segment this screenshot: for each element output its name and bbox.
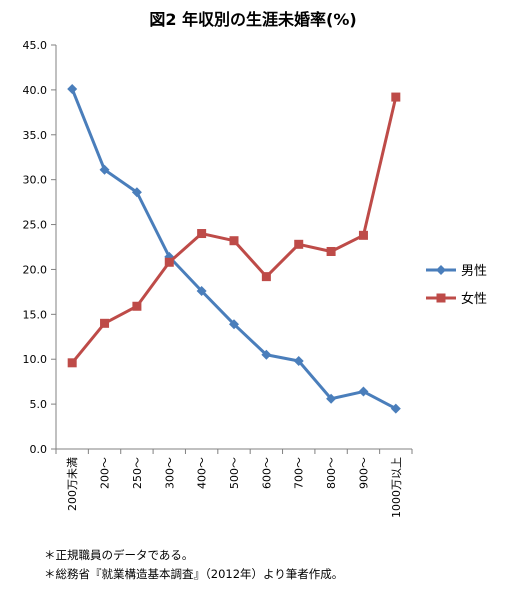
series-group [67, 83, 401, 414]
x-tick-label: 400～ [196, 457, 209, 489]
y-tick-label: 15.0 [23, 308, 48, 321]
data-point-square [358, 230, 368, 240]
data-point-diamond [390, 403, 401, 414]
x-tick-label: 900～ [357, 457, 370, 489]
axes [51, 44, 413, 454]
x-tick-label: 500～ [228, 457, 241, 489]
legend-item-male: 男性 [426, 264, 487, 279]
series-line [70, 88, 397, 410]
data-point-square [391, 92, 401, 102]
data-point-square [100, 318, 110, 328]
chart-title: 図2 年収別の生涯未婚率(%) [149, 10, 357, 29]
x-tick-label: 250～ [131, 457, 144, 489]
data-point-diamond [293, 356, 304, 367]
data-point-square [164, 257, 174, 267]
x-tick-label: 700～ [293, 457, 306, 489]
data-point-diamond [358, 386, 369, 397]
x-tick-label: 300～ [163, 457, 176, 489]
y-tick-label: 35.0 [23, 129, 48, 142]
data-point-diamond [261, 349, 272, 360]
data-point-square [197, 229, 207, 239]
data-point-diamond [196, 285, 207, 296]
data-point-square [261, 272, 271, 282]
legend-marker [436, 265, 446, 275]
y-tick-label: 5.0 [30, 398, 48, 411]
data-point-diamond [99, 164, 110, 175]
data-point-square [294, 239, 304, 249]
legend-label: 男性 [461, 264, 487, 279]
data-point-diamond [67, 83, 78, 94]
x-tick-label: 200～ [99, 457, 112, 489]
series-female [67, 92, 401, 368]
x-tick-label: 200万未満 [66, 457, 79, 511]
series-male [67, 83, 401, 414]
data-point-diamond [229, 319, 239, 330]
data-point-square [67, 358, 77, 368]
tick-labels: 0.0 5.0 10.0 15.0 20.0 25.0 30.0 35.0 40.0 45.0 20… [23, 39, 403, 518]
x-tick-label: 600～ [260, 457, 273, 489]
y-tick-label: 30.0 [23, 174, 48, 187]
data-point-diamond [326, 393, 337, 404]
y-tick-label: 40.0 [23, 84, 48, 97]
footnote-source-note: ＊総務省『就業構造基本調査』（2012年）より筆者作成。 [44, 567, 344, 581]
y-tick-label: 0.0 [30, 443, 48, 456]
legend-marker [436, 293, 446, 303]
data-point-square [326, 246, 336, 256]
x-tick-label: 1000万以上 [390, 457, 403, 518]
data-point-square [132, 301, 142, 311]
y-tick-label: 25.0 [23, 219, 48, 232]
legend-item-female: 女性 [426, 291, 487, 307]
y-tick-label: 10.0 [23, 353, 48, 366]
footnote-data-note: ＊正規職員のデータである。 [44, 548, 194, 562]
x-tick-label: 800～ [325, 457, 338, 489]
y-tick-label: 45.0 [23, 39, 48, 52]
y-tick-label: 20.0 [23, 263, 48, 276]
data-point-square [229, 236, 239, 246]
data-point-diamond [131, 187, 142, 198]
legend-label: 女性 [461, 291, 487, 307]
